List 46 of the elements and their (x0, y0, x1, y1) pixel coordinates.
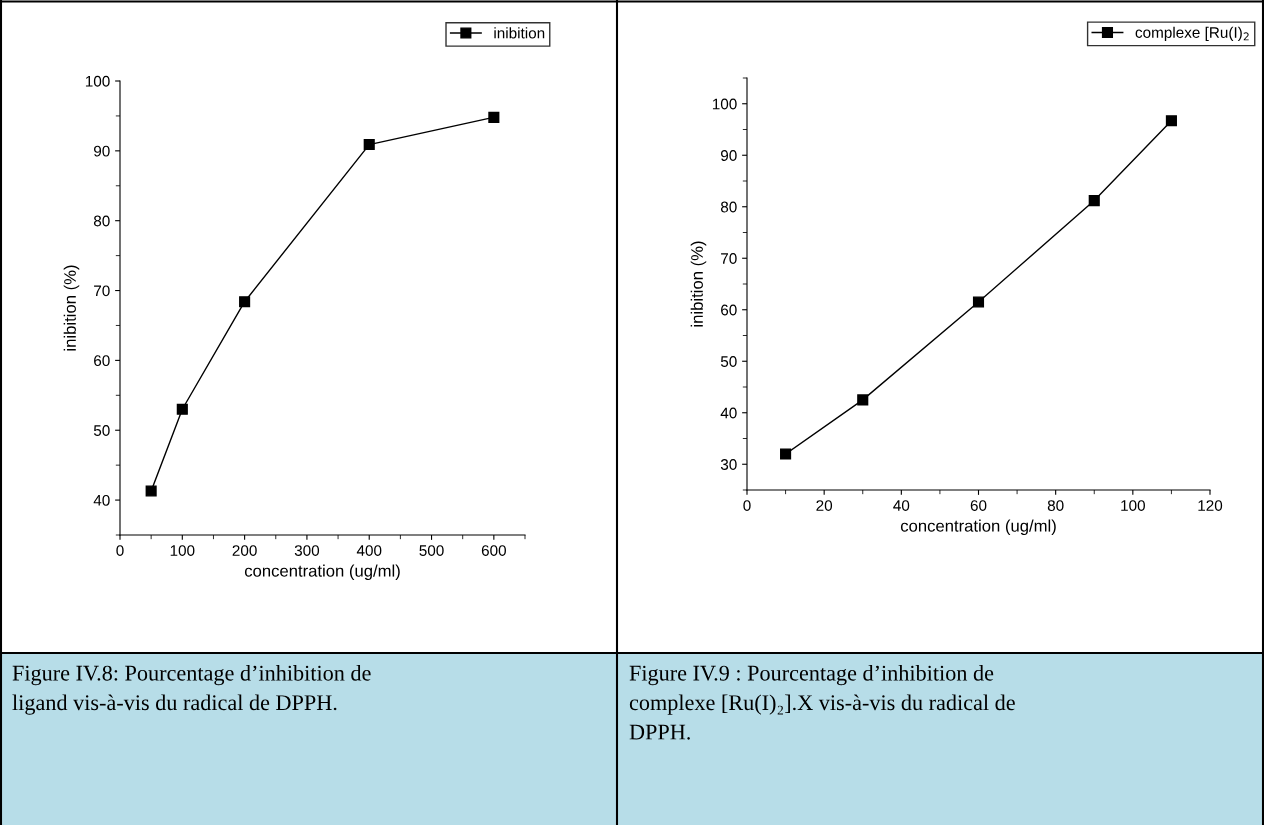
x-tick-label: 600 (481, 545, 506, 556)
y-tick-label: 30 (720, 459, 737, 470)
point (176, 403, 188, 415)
x-axis-title: concentration (ug/ml) (244, 564, 400, 581)
x-tick-label: 100 (170, 545, 195, 556)
x-tick-label: 40 (893, 500, 910, 511)
point (780, 448, 792, 460)
y-tick-label: 60 (94, 355, 110, 367)
y-tick-label: 40 (720, 407, 737, 419)
x-tick-label: 200 (232, 545, 257, 556)
x-tick-label: 0 (116, 545, 124, 556)
x-tick-label: 20 (816, 500, 833, 511)
text: Figure IV.9 : Pourcentage d’inhibition de complexe [Ru(I)₂].X vis-à-vis du radical de DPPH. (629, 665, 1015, 740)
y-tick-label: 50 (93, 425, 110, 436)
y-tick-label: 90 (721, 150, 737, 161)
point (857, 394, 869, 406)
y-tick-label: 80 (720, 201, 737, 213)
text: Figure IV.8: Pourcentage d’inhibition de ligand vis-à-vis du radical de DPPH. (12, 665, 371, 715)
x-tick-label: 500 (419, 545, 444, 556)
y-tick-label: 100 (712, 98, 737, 110)
y-tick-label: 70 (721, 253, 737, 264)
point (363, 139, 375, 151)
y-tick-label: 60 (721, 304, 737, 316)
point (145, 485, 157, 497)
point (1088, 195, 1100, 207)
x-axis-title: concentration (ug/ml) (900, 519, 1056, 536)
y-tick-label: 70 (94, 285, 110, 297)
y-tick-label: 90 (94, 145, 110, 157)
y-axis-title: inibition (%) (690, 241, 707, 327)
x-tick-label: 300 (294, 545, 320, 556)
legend-label: complexe [Ru(I)$_{2}$ (1135, 26, 1249, 41)
y-tick-label: 50 (720, 356, 737, 367)
point (239, 296, 251, 308)
x-tick-label: 120 (1198, 500, 1223, 511)
y-axis-title: inibition (%) (63, 265, 80, 351)
x-tick-label: 60 (970, 500, 987, 511)
x-tick-label: 400 (356, 545, 382, 556)
x-tick-label: 100 (1121, 500, 1145, 511)
y-tick-label: 80 (93, 215, 110, 227)
point (1165, 115, 1177, 127)
y-tick-label: 100 (85, 75, 110, 87)
x-tick-label: 80 (1047, 500, 1064, 511)
point (972, 296, 985, 308)
point (488, 111, 500, 123)
x-tick-label: 0 (743, 500, 751, 511)
legend-label: inibition (494, 27, 545, 39)
